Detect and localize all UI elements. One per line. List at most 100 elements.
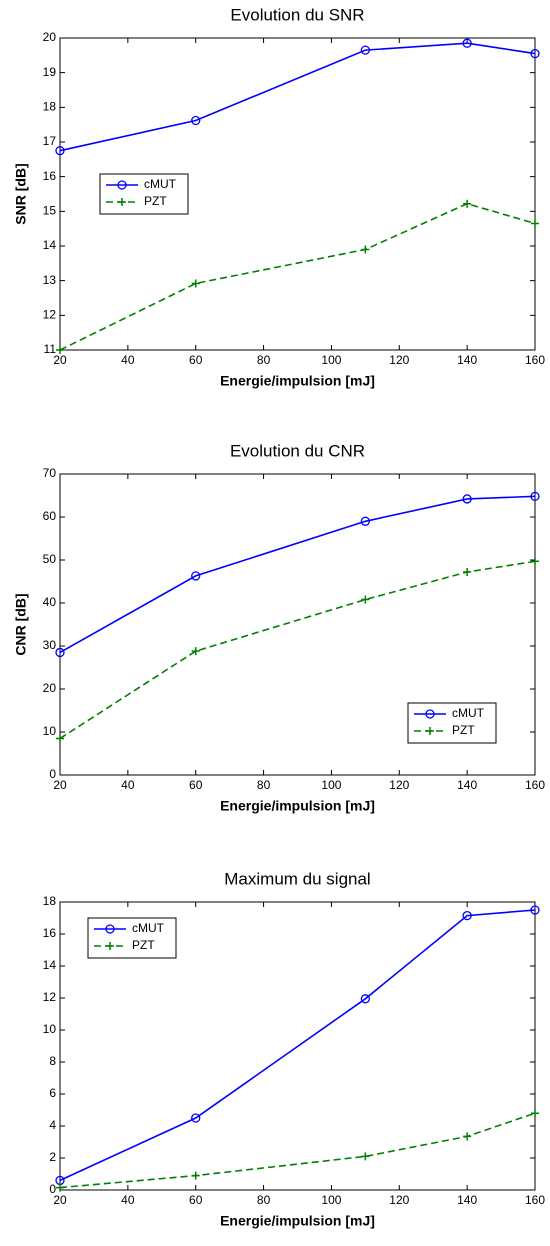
x-tick-label: 60 <box>189 778 203 792</box>
data-point <box>191 1113 201 1123</box>
series-line <box>59 495 536 654</box>
data-point <box>56 1183 64 1192</box>
data-point <box>360 516 371 526</box>
y-tick-label: 16 <box>43 169 57 183</box>
y-tick-label: 50 <box>43 552 57 566</box>
x-axis-label: Energie/impulsion [mJ] <box>220 798 375 814</box>
data-point <box>361 1152 370 1161</box>
x-tick-label: 20 <box>53 778 67 792</box>
legend-marker <box>106 942 114 950</box>
y-tick-label: 10 <box>43 724 57 738</box>
chart-title: Evolution du SNR <box>230 5 364 24</box>
legend-marker <box>425 709 435 719</box>
legend-marker <box>117 180 127 190</box>
data-point <box>361 595 370 604</box>
legend-marker <box>426 727 434 735</box>
x-tick-label: 80 <box>257 1193 271 1207</box>
data-point <box>191 571 201 581</box>
x-tick-label: 40 <box>121 1193 135 1207</box>
data-point <box>56 346 64 354</box>
data-point <box>531 219 539 228</box>
x-tick-label: 100 <box>321 1193 341 1207</box>
x-tick-label: 120 <box>389 353 409 367</box>
x-tick-label: 120 <box>389 778 409 792</box>
data-point <box>191 647 200 656</box>
y-tick-label: 2 <box>49 1150 56 1164</box>
legend-box <box>407 702 497 744</box>
legend-label: PZT <box>452 723 475 737</box>
x-tick-label: 40 <box>121 778 135 792</box>
x-tick-label: 20 <box>53 1193 67 1207</box>
data-point <box>191 1171 200 1180</box>
data-point <box>56 734 64 743</box>
y-tick-label: 0 <box>49 1182 56 1196</box>
y-tick-label: 16 <box>43 926 57 940</box>
data-point <box>361 245 370 254</box>
legend-label: cMUT <box>452 706 485 720</box>
x-tick-label: 20 <box>53 353 67 367</box>
y-tick-label: 0 <box>49 767 56 781</box>
legend-box <box>87 917 177 959</box>
chart-title: Maximum du signal <box>224 869 370 888</box>
x-tick-label: 120 <box>389 1193 409 1207</box>
y-tick-label: 18 <box>43 100 57 114</box>
data-point <box>463 1132 472 1141</box>
y-tick-label: 12 <box>43 308 57 322</box>
series-line <box>59 1112 536 1189</box>
y-tick-label: 13 <box>43 273 57 287</box>
x-tick-label: 40 <box>121 353 135 367</box>
y-tick-label: 30 <box>43 638 57 652</box>
legend-marker <box>118 198 126 206</box>
x-tick-label: 160 <box>525 353 545 367</box>
y-tick-label: 20 <box>43 30 57 44</box>
y-tick-label: 17 <box>43 134 57 148</box>
data-point <box>191 279 200 288</box>
x-tick-label: 80 <box>257 778 271 792</box>
data-point <box>191 115 201 126</box>
legend-label: PZT <box>132 938 155 952</box>
series-line <box>59 909 536 1182</box>
y-axis-label: SNR [dB] <box>13 163 29 224</box>
x-tick-label: 60 <box>189 353 203 367</box>
data-point <box>55 647 65 658</box>
data-point <box>462 494 472 504</box>
legend-label: cMUT <box>132 921 165 935</box>
x-tick-label: 100 <box>321 353 341 367</box>
chart-title: Evolution du CNR <box>230 441 365 460</box>
series-line <box>59 560 536 740</box>
data-point <box>360 45 371 55</box>
y-tick-label: 6 <box>49 1086 56 1100</box>
x-axis-label: Energie/impulsion [mJ] <box>220 1213 375 1229</box>
y-tick-label: 60 <box>43 509 57 523</box>
y-tick-label: 12 <box>43 990 57 1004</box>
x-tick-label: 100 <box>321 778 341 792</box>
data-point <box>462 910 472 921</box>
y-tick-label: 18 <box>43 894 57 908</box>
data-point <box>463 568 472 577</box>
y-tick-label: 8 <box>49 1054 56 1068</box>
x-axis-label: Energie/impulsion [mJ] <box>220 373 375 389</box>
x-tick-label: 60 <box>189 1193 203 1207</box>
legend-box <box>99 173 189 215</box>
y-tick-label: 70 <box>43 466 57 480</box>
legend-marker <box>105 924 115 934</box>
x-tick-label: 140 <box>457 1193 477 1207</box>
data-point <box>462 38 472 48</box>
series-line <box>59 42 536 152</box>
y-tick-label: 20 <box>43 681 57 695</box>
data-point <box>360 994 371 1004</box>
x-tick-label: 140 <box>457 353 477 367</box>
legend-label: PZT <box>144 194 167 208</box>
x-tick-label: 140 <box>457 778 477 792</box>
y-tick-label: 15 <box>43 204 57 218</box>
y-tick-label: 4 <box>49 1118 56 1132</box>
data-point <box>463 199 472 208</box>
y-tick-label: 11 <box>44 342 57 356</box>
y-tick-label: 14 <box>43 238 57 252</box>
x-tick-label: 160 <box>525 1193 545 1207</box>
y-axis-label: CNR [dB] <box>13 593 29 655</box>
data-point <box>531 1109 539 1118</box>
data-point <box>530 905 540 915</box>
